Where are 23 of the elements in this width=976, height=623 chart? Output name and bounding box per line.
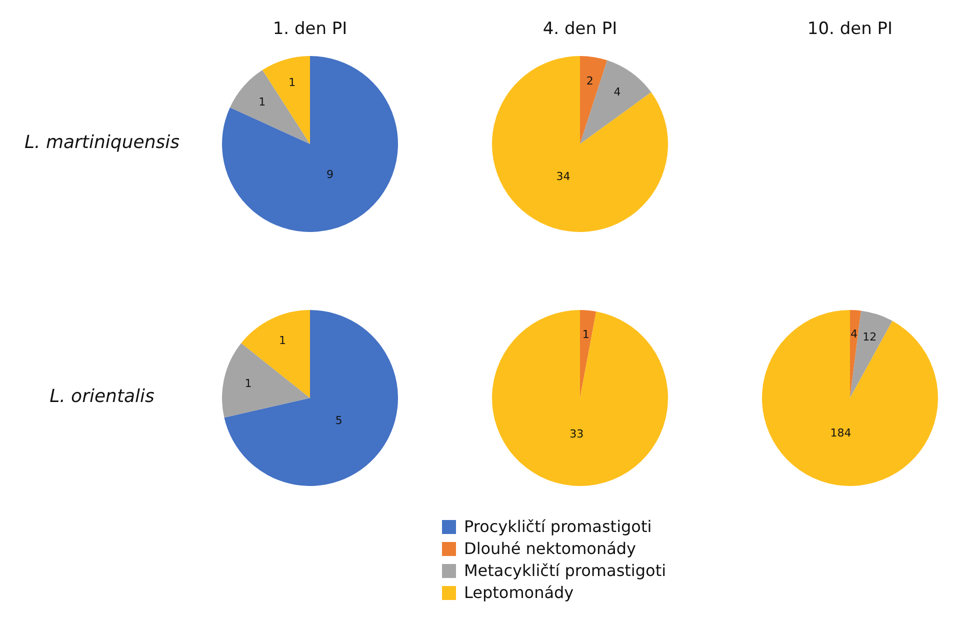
- data-label: 184: [830, 426, 852, 440]
- data-label: 5: [335, 414, 342, 427]
- data-label: 12: [862, 330, 877, 344]
- data-label: 1: [288, 76, 296, 90]
- chart-title: 1. den PI: [272, 18, 348, 41]
- data-label: 9: [326, 168, 334, 181]
- data-label: 1: [244, 376, 252, 390]
- text: L. martiniquensis: [24, 132, 180, 153]
- data-label: 34: [556, 170, 570, 183]
- data-label: 2: [586, 74, 594, 88]
- data-label: 1: [258, 95, 266, 108]
- text: L. orientalis: [48, 386, 156, 407]
- legend-label: Metacykličtí promastigoti: [463, 560, 666, 582]
- data-label: 1: [582, 328, 590, 341]
- legend-label: Dlouhé nektomonády: [463, 538, 638, 560]
- data-label: 4: [850, 328, 858, 341]
- text: 10. den PI: [806, 18, 894, 41]
- legend-label: Procykličtí promastigoti: [463, 516, 653, 538]
- data-label: 33: [570, 428, 584, 441]
- legend-label: Leptomonády: [463, 582, 575, 604]
- data-label: 4: [614, 86, 621, 99]
- chart-title: 4. den PI: [542, 18, 618, 41]
- data-label: 1: [279, 334, 286, 347]
